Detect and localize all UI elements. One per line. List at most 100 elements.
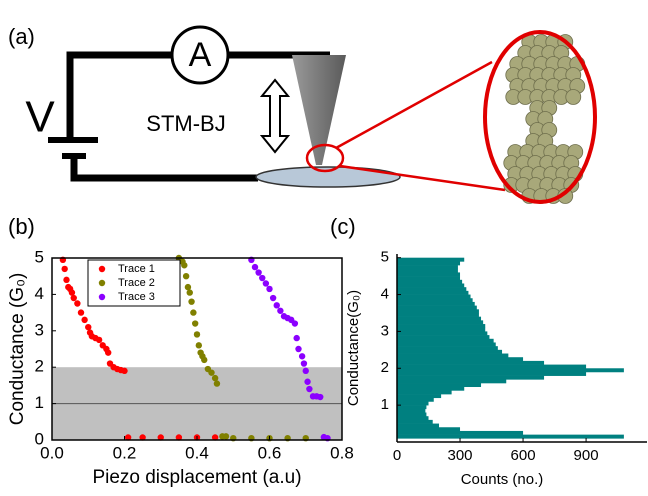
data-point: [185, 284, 191, 290]
data-point: [306, 386, 312, 392]
data-point: [295, 346, 301, 352]
histogram-bar: [397, 383, 481, 387]
y-tick-label: 3: [381, 322, 389, 339]
data-point: [181, 262, 187, 268]
data-point: [223, 433, 229, 439]
histogram-bar: [397, 328, 485, 332]
data-point: [301, 360, 307, 366]
histogram-bar: [397, 350, 502, 354]
histogram-bar: [397, 309, 479, 313]
x-tick-label: 300: [448, 447, 473, 464]
data-point: [61, 266, 67, 272]
motion-arrow: [262, 80, 288, 152]
histogram-bar: [397, 342, 496, 346]
data-point: [270, 295, 276, 301]
histogram-bar: [397, 331, 487, 335]
histogram-bar: [397, 335, 489, 339]
y-tick-label: 5: [35, 247, 44, 266]
data-point: [96, 337, 102, 343]
y-tick-label: 1: [381, 396, 389, 413]
histogram-bar: [397, 320, 483, 324]
histogram-bar: [397, 365, 586, 369]
histogram-bar: [397, 272, 460, 276]
legend-label: Trace 2: [118, 277, 155, 289]
data-point: [192, 320, 198, 326]
histogram-bar: [397, 339, 494, 343]
data-point: [208, 369, 214, 375]
histogram-bar: [397, 379, 506, 383]
y-tick-label: 2: [35, 357, 44, 376]
y-tick-label: 4: [381, 286, 389, 303]
atom: [566, 90, 581, 105]
data-point: [274, 302, 280, 308]
data-point: [277, 308, 283, 314]
y-tick-label: 5: [381, 249, 389, 266]
histogram-bar: [397, 280, 462, 284]
histogram-bar: [397, 276, 460, 280]
data-point: [212, 375, 218, 381]
data-point: [121, 368, 127, 374]
histogram-bar: [397, 354, 508, 358]
histogram-bar: [397, 394, 441, 398]
data-point: [188, 298, 194, 304]
x-axis-title: Counts (no.): [461, 471, 544, 488]
histogram-bar: [397, 376, 544, 380]
method-label: STM-BJ: [146, 111, 225, 136]
data-point: [293, 335, 299, 341]
panel-label: (a): [8, 24, 35, 49]
data-point: [299, 353, 305, 359]
data-point: [259, 275, 265, 281]
data-point: [266, 286, 272, 292]
histogram-bar: [397, 413, 426, 417]
panel-label: (c): [330, 214, 356, 239]
data-point: [292, 320, 298, 326]
data-point: [183, 273, 189, 279]
data-point: [69, 289, 75, 295]
data-point: [196, 342, 202, 348]
histogram-bar: [397, 431, 523, 435]
histogram-bar: [397, 427, 460, 431]
schematic: (a) A V STM-BJ: [8, 24, 595, 204]
data-point: [71, 295, 77, 301]
histogram-bar: [397, 295, 471, 299]
x-tick-label: 0.2: [113, 443, 137, 462]
histogram-bar: [397, 424, 439, 428]
histogram-bar: [397, 258, 464, 262]
histogram-bar: [397, 302, 475, 306]
histogram-bar: [397, 390, 452, 394]
x-tick-label: 900: [574, 447, 599, 464]
histogram-bar: [397, 313, 479, 317]
legend-label: Trace 3: [118, 291, 155, 303]
histogram-bar: [397, 401, 429, 405]
histogram-bar: [397, 265, 458, 269]
voltage-label: V: [25, 93, 55, 142]
data-point: [252, 264, 258, 270]
histogram-bar: [397, 269, 458, 273]
y-tick-label: 1: [35, 393, 44, 412]
histogram-bar: [397, 387, 464, 391]
histogram-bar: [397, 398, 434, 402]
figure: (a) A V STM-BJ (b)Trace 1Trace 2Trace 30…: [0, 0, 648, 496]
data-point: [194, 331, 200, 337]
histogram-bar: [397, 405, 426, 409]
histogram-bar: [397, 420, 433, 424]
y-tick-label: 2: [381, 359, 389, 376]
data-point: [190, 309, 196, 315]
histogram-bar: [397, 409, 425, 413]
data-point: [85, 324, 91, 330]
histogram-bar: [397, 291, 468, 295]
ammeter-label: A: [189, 36, 212, 74]
histogram-bar: [397, 298, 473, 302]
y-tick-label: 4: [35, 284, 44, 303]
legend-marker: [99, 280, 105, 286]
histogram-bar: [397, 306, 477, 310]
histogram-bar: [397, 372, 586, 376]
data-point: [105, 349, 111, 355]
histogram-bar: [397, 416, 429, 420]
x-tick-label: 0.4: [185, 443, 209, 462]
legend-marker: [99, 266, 105, 272]
histogram-bar: [397, 324, 485, 328]
histogram-bar: [397, 317, 481, 321]
histogram-bar: [397, 346, 498, 350]
data-point: [214, 380, 220, 386]
